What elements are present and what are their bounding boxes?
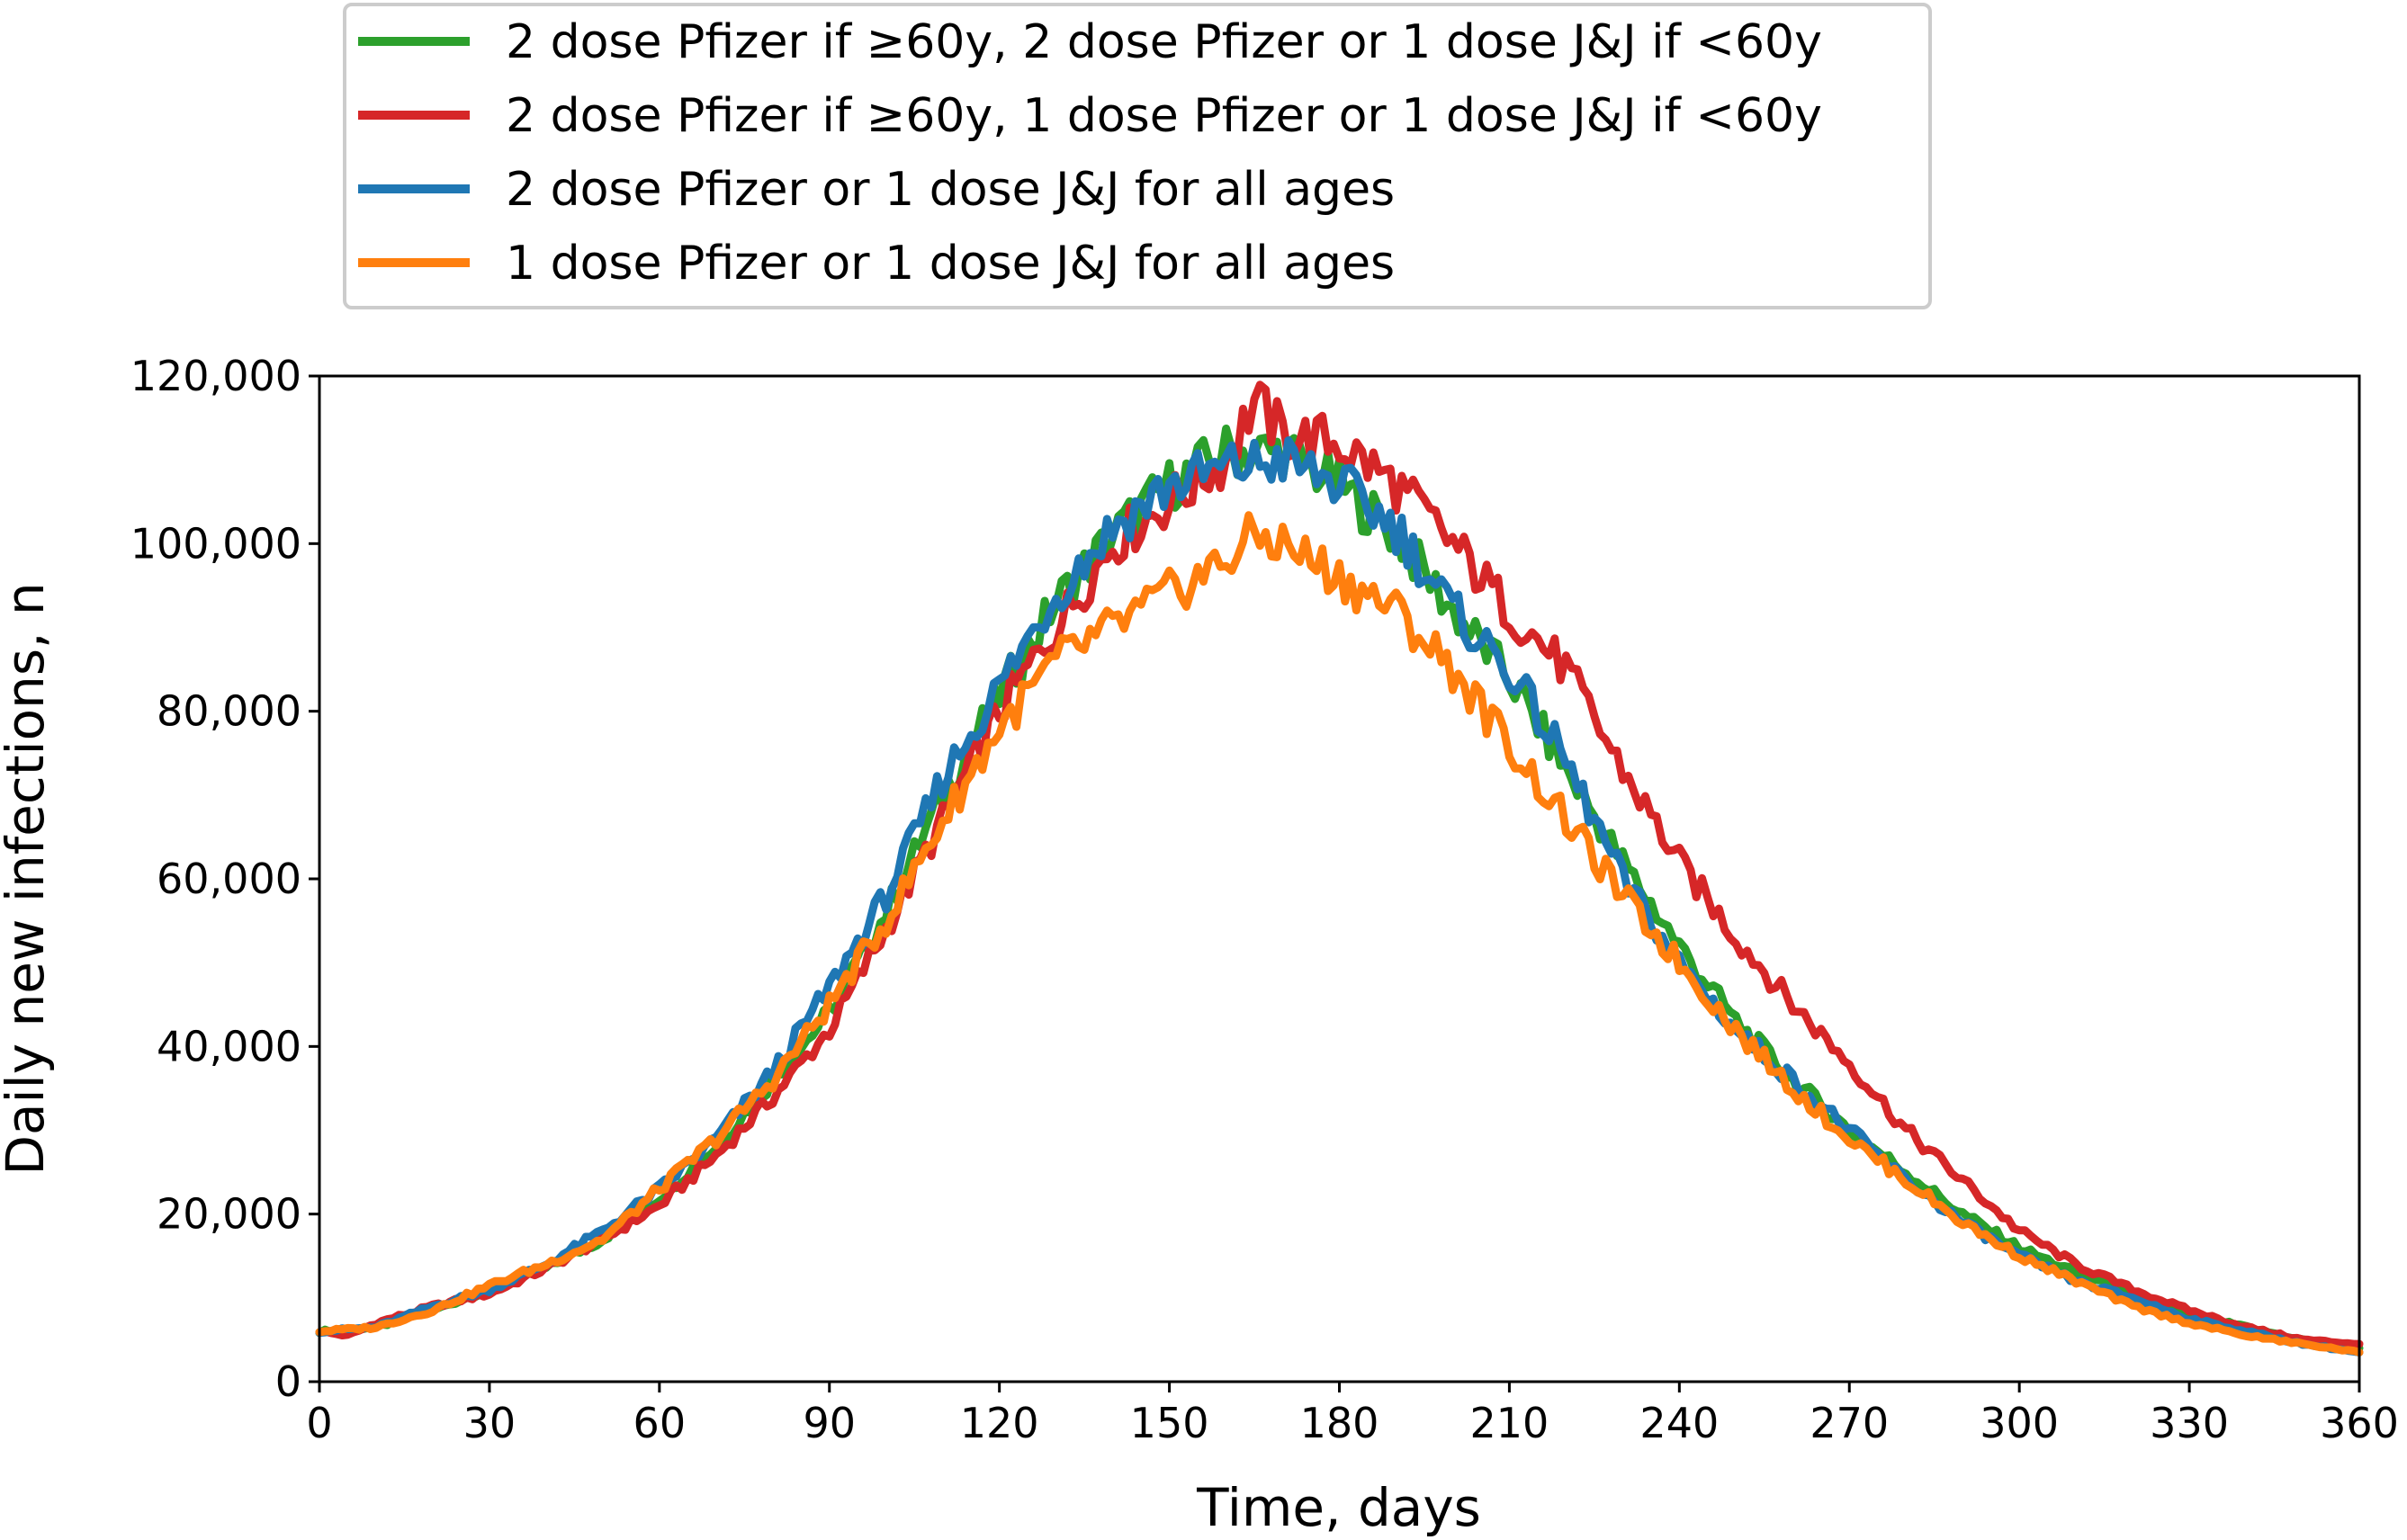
y-tick-label: 100,000 [130, 519, 301, 568]
series-layer [315, 381, 2364, 1356]
x-tick-label: 210 [1470, 1399, 1549, 1447]
x-tick-label: 360 [2320, 1399, 2399, 1447]
legend-frame [343, 3, 1932, 309]
y-axis: 0 20,000 40,000 60,000 80,000 100,000 120,000 [130, 352, 319, 1406]
x-tick-label: 240 [1639, 1399, 1719, 1447]
legend: 2 dose Pfizer if ≥60y, 2 dose Pfizer or … [343, 3, 1932, 309]
x-tick-label: 300 [1980, 1399, 2059, 1447]
y-axis-title: Daily new infections, n [0, 582, 56, 1175]
legend-label-2: 2 dose Pfizer if ≥60y, 1 dose Pfizer or … [506, 89, 1822, 143]
x-axis-title: Time, days [1196, 1477, 1481, 1538]
y-tick-label: 80,000 [157, 687, 301, 736]
x-tick-label: 150 [1130, 1399, 1209, 1447]
legend-label-3: 2 dose Pfizer or 1 dose J&J for all ages [506, 163, 1395, 217]
y-tick-label: 120,000 [130, 352, 301, 400]
y-tick-label: 60,000 [157, 855, 301, 903]
x-tick-label: 270 [1810, 1399, 1889, 1447]
series-line-2 [315, 381, 2364, 1348]
y-tick-label: 40,000 [157, 1022, 301, 1070]
x-tick-label: 90 [803, 1399, 856, 1447]
x-tick-label: 30 [463, 1399, 516, 1447]
x-axis: 0 30 60 90 120 150 180 210 240 270 300 330 360 [306, 1382, 2399, 1447]
legend-label-1: 2 dose Pfizer if ≥60y, 2 dose Pfizer or … [506, 15, 1822, 69]
y-tick-label: 0 [275, 1357, 301, 1406]
x-tick-label: 180 [1300, 1399, 1379, 1447]
x-tick-label: 120 [960, 1399, 1039, 1447]
series-line-3 [315, 436, 2364, 1356]
x-tick-label: 0 [306, 1399, 332, 1447]
legend-entries: 2 dose Pfizer if ≥60y, 2 dose Pfizer or … [358, 15, 1822, 291]
series-line-4 [315, 511, 2364, 1356]
y-tick-label: 20,000 [157, 1190, 301, 1239]
legend-label-4: 1 dose Pfizer or 1 dose J&J for all ages [506, 237, 1395, 291]
x-tick-label: 60 [633, 1399, 687, 1447]
x-tick-label: 330 [2150, 1399, 2229, 1447]
